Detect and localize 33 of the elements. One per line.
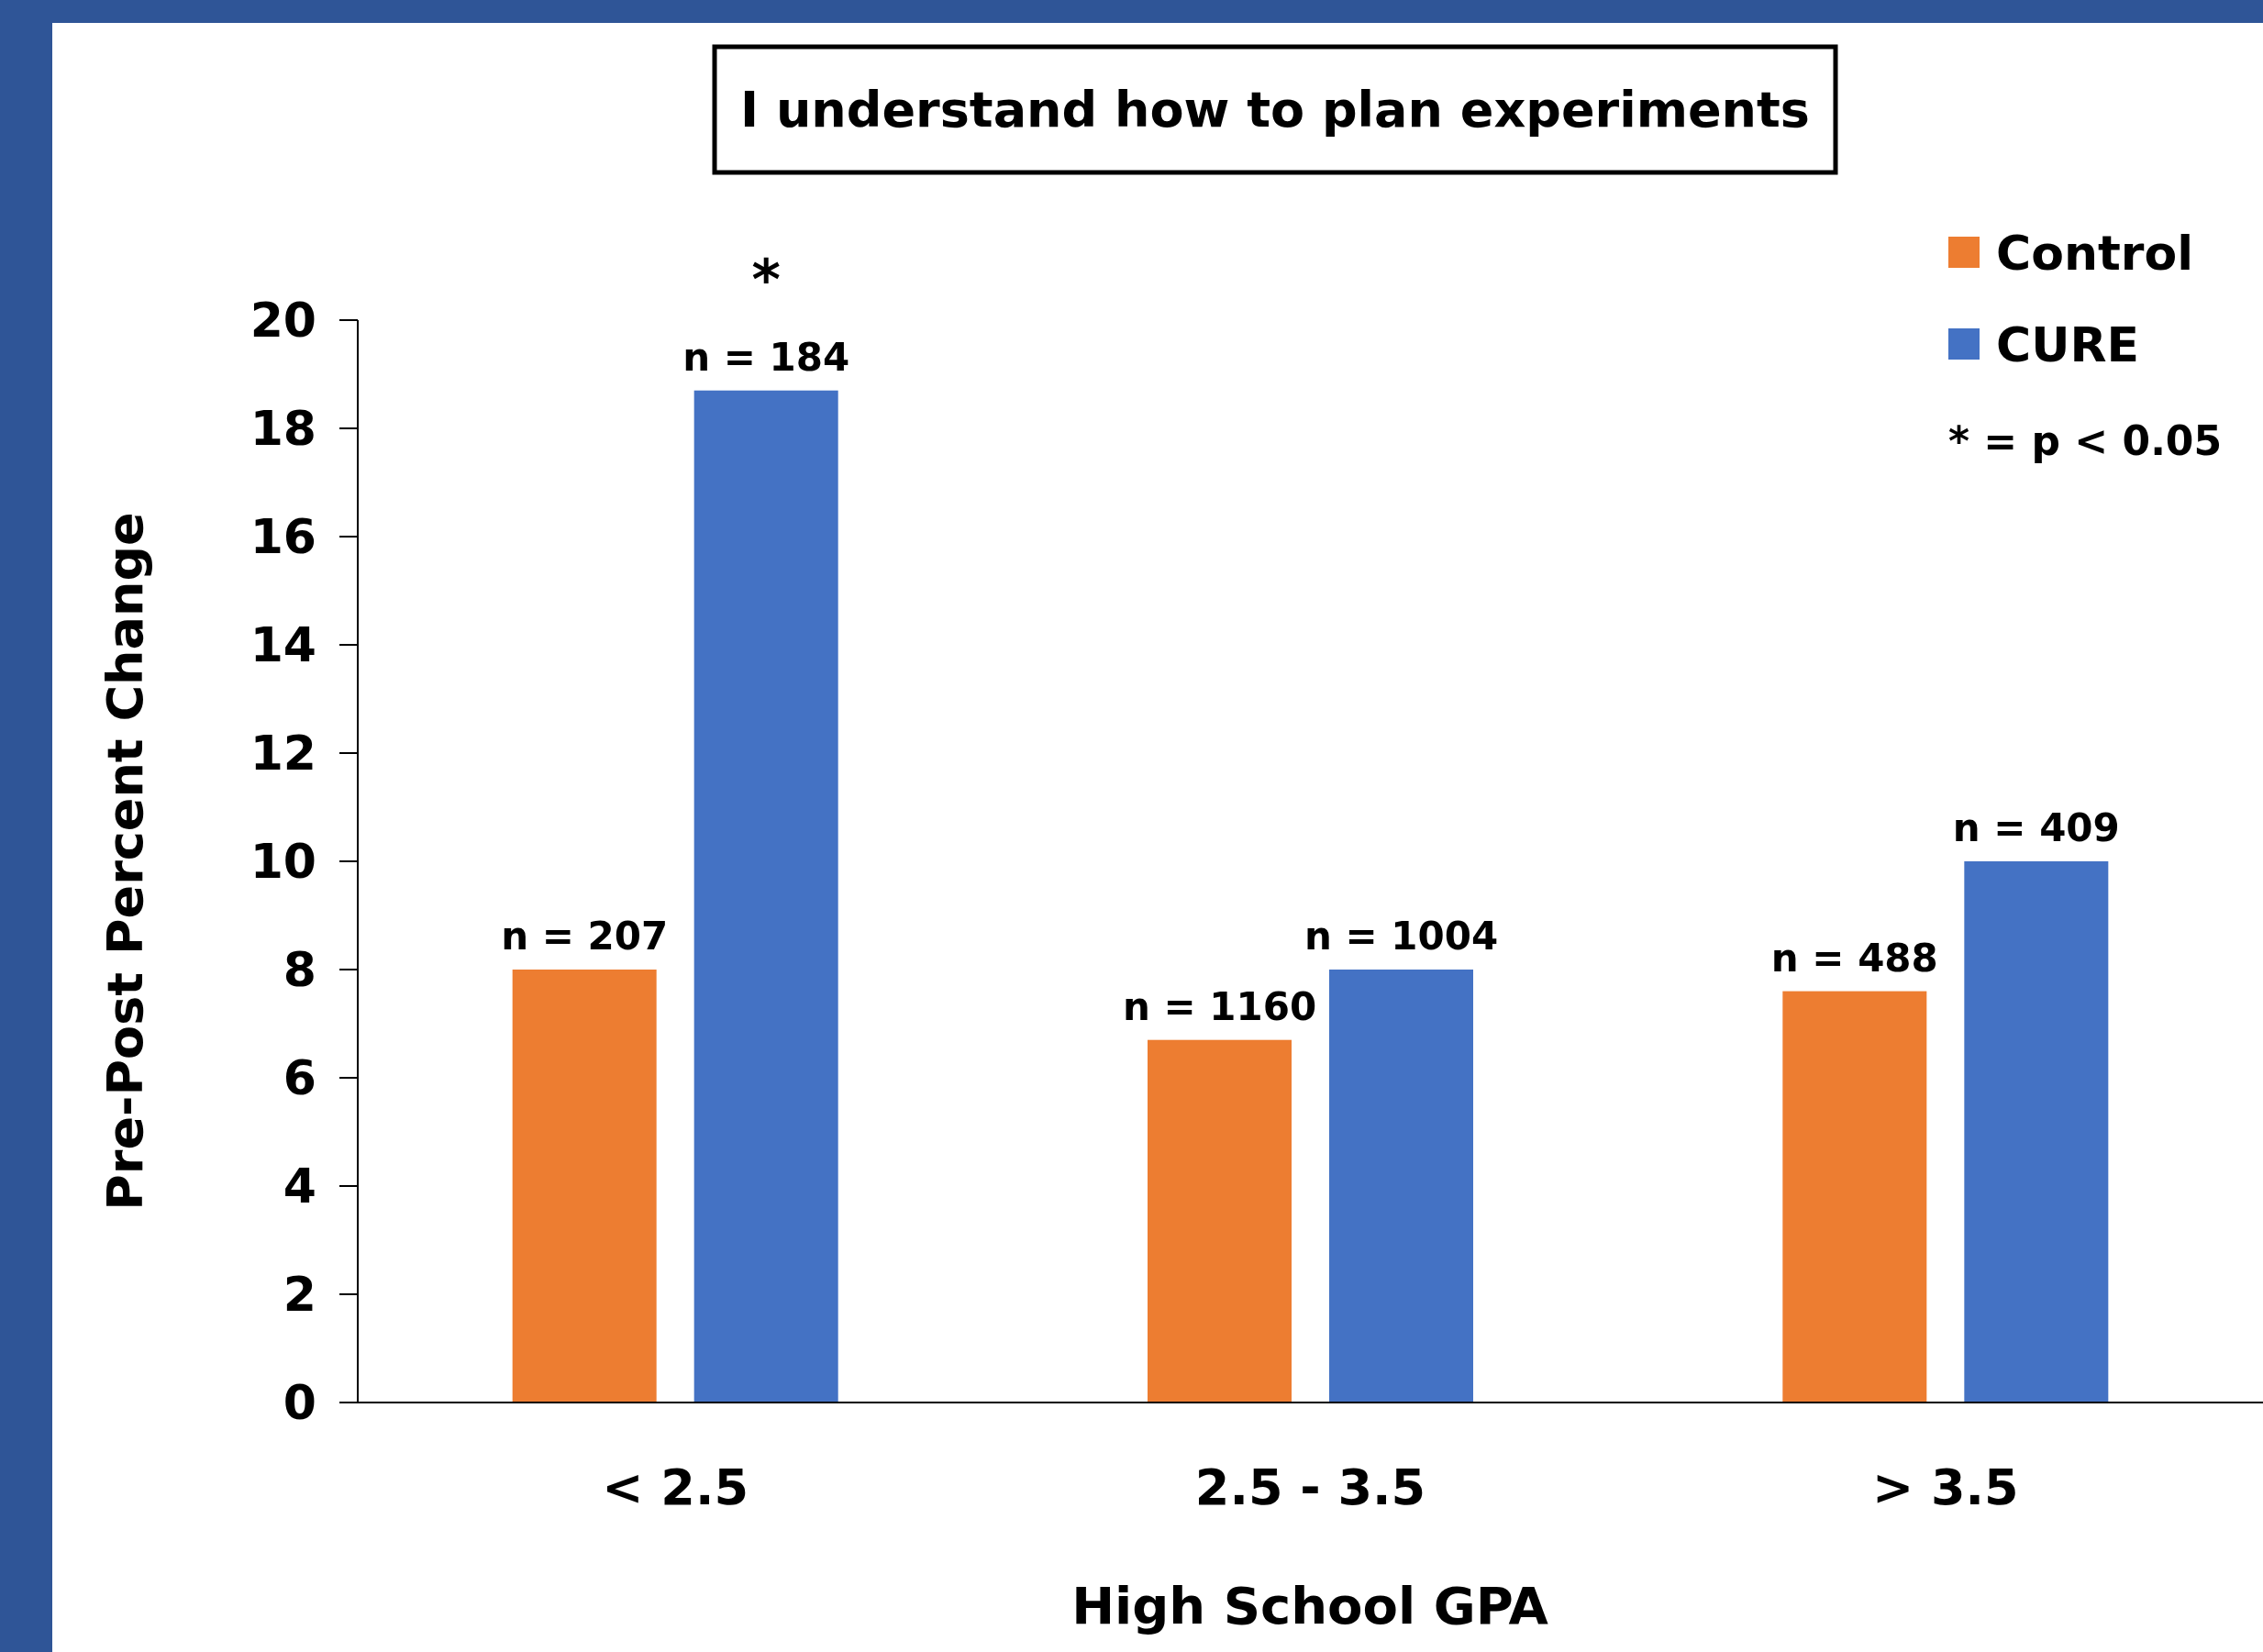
annotation: n = 409: [1952, 805, 2120, 850]
x-tick-label: < 2.5: [602, 1458, 749, 1516]
bar: [1964, 861, 2109, 1403]
annotation: n = 1004: [1303, 914, 1499, 959]
bar: [1782, 991, 1927, 1403]
bar: [1148, 1039, 1292, 1403]
y-tick-label: 18: [250, 401, 316, 457]
x-tick-label: 2.5 - 3.5: [1194, 1458, 1426, 1516]
legend-label: Control: [1996, 226, 2193, 282]
x-axis-title: High School GPA: [1071, 1576, 1549, 1635]
annotation: n = 488: [1770, 935, 1938, 981]
annotation: n = 207: [501, 914, 669, 959]
annotation: * = p < 0.05: [1948, 417, 2223, 464]
y-tick-label: 16: [250, 509, 316, 565]
bar: [1329, 970, 1473, 1403]
bar: [693, 390, 838, 1403]
bar: [512, 970, 657, 1403]
y-tick-label: 2: [283, 1267, 316, 1323]
text: *: [751, 247, 781, 312]
y-tick-label: 8: [283, 942, 316, 998]
chart-title: I understand how to plan experiments: [740, 81, 1810, 139]
y-tick-label: 0: [283, 1375, 316, 1431]
y-tick-label: 4: [283, 1159, 316, 1214]
legend-label: CURE: [1996, 317, 2139, 373]
y-axis-title: Pre-Post Percent Change: [96, 512, 154, 1211]
y-tick-label: 6: [283, 1050, 316, 1106]
y-tick-label: 20: [250, 293, 316, 349]
y-tick-label: 12: [250, 726, 316, 782]
x-tick-label: > 3.5: [1871, 1458, 2019, 1516]
y-tick-label: 10: [250, 834, 316, 890]
annotation: n = 1160: [1122, 983, 1317, 1029]
y-tick-label: 14: [250, 617, 316, 673]
annotation: n = 184: [682, 334, 850, 380]
